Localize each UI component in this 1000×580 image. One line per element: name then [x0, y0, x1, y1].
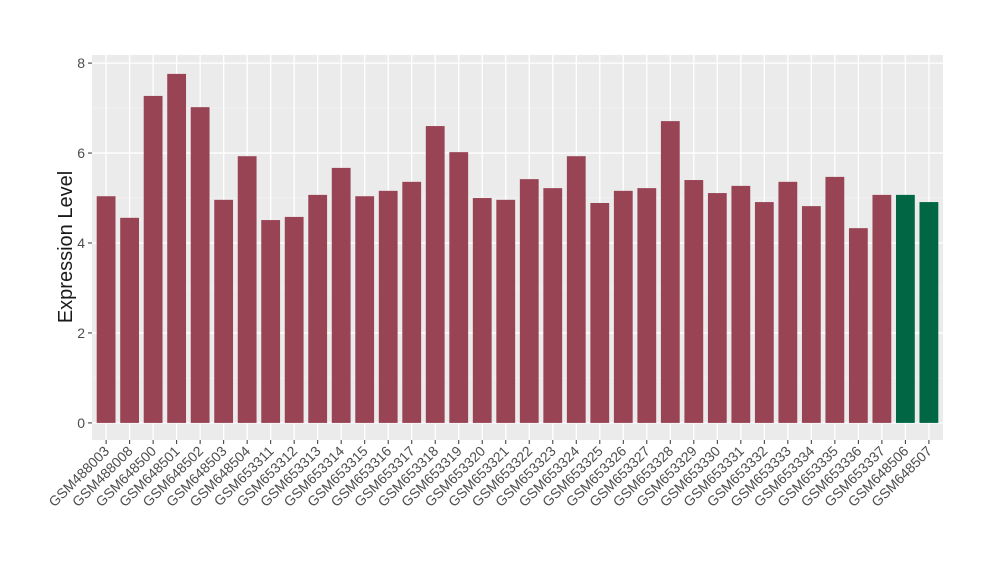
bar: [825, 176, 845, 423]
bar: [96, 196, 116, 423]
panel: [92, 55, 943, 440]
bar: [778, 181, 798, 423]
bar: [895, 194, 915, 423]
bar: [331, 167, 351, 423]
bar: [684, 180, 704, 423]
bar: [472, 198, 492, 423]
bar: [261, 220, 281, 423]
bar: [754, 202, 774, 423]
bar: [543, 188, 563, 423]
bar: [449, 152, 469, 423]
bar: [872, 194, 892, 423]
y-axis-title: Expression Level: [55, 171, 77, 323]
bar: [378, 190, 398, 423]
bar: [143, 95, 163, 423]
bar: [613, 190, 633, 423]
bar: [425, 126, 445, 423]
bar: [566, 156, 586, 423]
bar: [848, 228, 868, 423]
bar: [519, 179, 539, 423]
bar: [190, 107, 210, 423]
bar: [237, 156, 257, 423]
bar: [731, 185, 751, 423]
bar: [214, 199, 234, 423]
y-tick-label: 2: [77, 325, 85, 341]
bar: [707, 193, 727, 423]
bar: [801, 206, 821, 423]
bar: [167, 73, 187, 423]
bar: [496, 199, 516, 423]
bar: [120, 217, 140, 423]
bar: [355, 196, 375, 423]
bar: [590, 202, 610, 423]
y-tick-label: 0: [77, 415, 85, 431]
bar: [919, 202, 939, 423]
bar: [660, 121, 680, 423]
bar: [284, 216, 304, 423]
bar: [308, 194, 328, 423]
y-tick-label: 6: [77, 145, 85, 161]
bar: [637, 188, 657, 423]
y-tick-label: 8: [77, 55, 85, 71]
y-tick-label: 4: [77, 235, 85, 251]
bar: [402, 181, 422, 423]
